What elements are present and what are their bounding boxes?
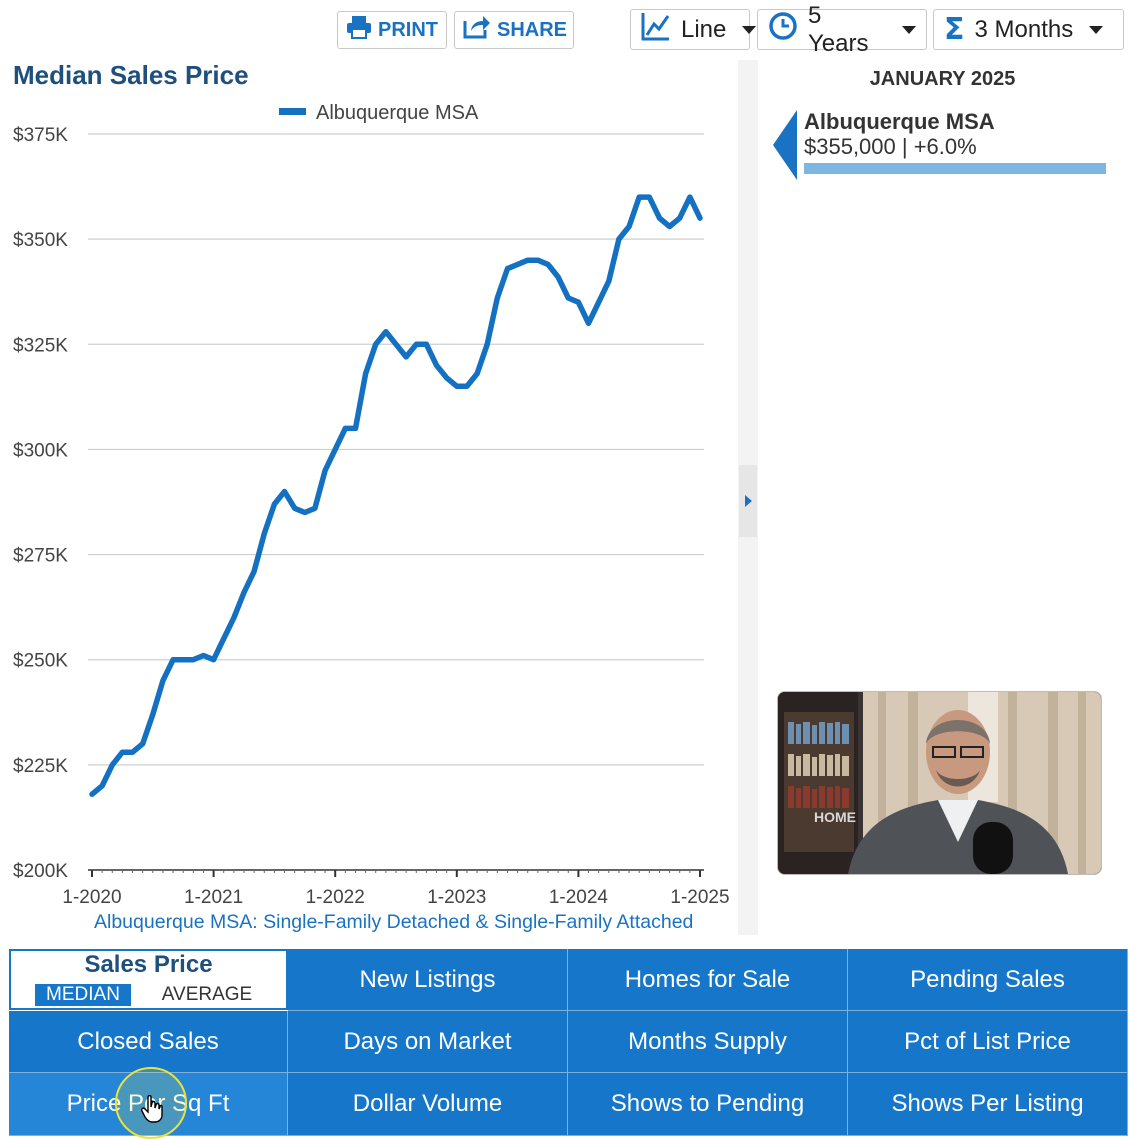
y-tick-label: $325K: [13, 335, 68, 356]
chart-type-value: Line: [681, 15, 727, 43]
metric-months-supply[interactable]: Months Supply: [568, 1011, 848, 1073]
y-tick-label: $375K: [13, 125, 68, 146]
presenter-video-frame: HOME: [778, 692, 1101, 874]
median-sales-price-chart: $200K $225K $250K $275K $300K $325K $350K $375K…: [13, 102, 730, 933]
metric-days-on-market[interactable]: Days on Market: [288, 1011, 568, 1073]
series-line-albuquerque-msa: [89, 194, 703, 798]
metric-shows-to-pending[interactable]: Shows to Pending: [568, 1073, 848, 1136]
time-range-select[interactable]: 5 Years: [757, 2, 927, 57]
x-tick-label: 1-2020: [62, 887, 121, 908]
area-value-bar: [804, 163, 1106, 174]
rolling-average-select[interactable]: Σ 3 Months: [933, 9, 1124, 50]
y-tick-label: $225K: [13, 756, 68, 777]
webcam-video: HOME: [777, 691, 1102, 875]
hand-cursor-icon: [141, 1094, 163, 1128]
rolling-average-value: 3 Months: [974, 15, 1074, 43]
metric-pending-sales[interactable]: Pending Sales: [848, 949, 1128, 1011]
click-highlight-ring: [115, 1067, 187, 1139]
chevron-down-icon: [902, 25, 916, 34]
chevron-down-icon: [1089, 25, 1104, 34]
share-button[interactable]: SHARE: [454, 11, 574, 49]
x-tick-label: 1-2025: [670, 887, 729, 908]
metric-new-listings[interactable]: New Listings: [288, 949, 568, 1011]
y-tick-label: $250K: [13, 651, 68, 672]
panel-toggle-button[interactable]: [739, 465, 757, 537]
metric-closed-sales[interactable]: Closed Sales: [9, 1011, 288, 1073]
chart-footnote: Albuquerque MSA: Single-Family Detached …: [94, 911, 693, 933]
x-tick-label: 1-2022: [306, 887, 365, 908]
share-label: SHARE: [497, 18, 568, 41]
sigma-icon: Σ: [944, 12, 965, 47]
area-value: $355,000 | +6.0%: [804, 134, 977, 159]
y-tick-label: $200K: [13, 861, 68, 882]
printer-icon: [346, 15, 372, 45]
average-toggle[interactable]: AVERAGE: [161, 984, 253, 1005]
median-toggle[interactable]: MEDIAN: [35, 984, 131, 1006]
pointer-arrow-icon: [773, 110, 797, 180]
legend-label: Albuquerque MSA: [316, 102, 479, 124]
y-tick-label: $300K: [13, 440, 68, 461]
metric-sales-price-title: Sales Price: [84, 951, 213, 978]
print-label: PRINT: [378, 18, 438, 41]
chart-title: Median Sales Price: [13, 60, 249, 90]
share-icon: [463, 15, 491, 45]
x-tick-label: 1-2021: [184, 887, 243, 908]
clock-icon: [768, 11, 798, 48]
metric-sales-price[interactable]: Sales Price MEDIAN AVERAGE: [9, 949, 288, 1010]
caret-right-icon: [745, 495, 752, 507]
metric-homes-for-sale[interactable]: Homes for Sale: [568, 949, 848, 1011]
chevron-down-icon: [742, 25, 757, 34]
line-chart-icon: [641, 11, 671, 48]
y-tick-label: $350K: [13, 230, 68, 251]
chart-type-select[interactable]: Line: [630, 9, 757, 50]
y-tick-label: $275K: [13, 546, 68, 567]
print-button[interactable]: PRINT: [337, 11, 447, 49]
area-name: Albuquerque MSA: [804, 109, 995, 134]
legend-swatch: [279, 108, 306, 115]
time-range-value: 5 Years: [808, 1, 869, 57]
x-tick-label: 1-2023: [427, 887, 486, 908]
x-tick-label: 1-2024: [549, 887, 609, 908]
metric-shows-per-listing[interactable]: Shows Per Listing: [848, 1073, 1128, 1136]
selected-month-label: JANUARY 2025: [869, 68, 1016, 90]
webcam-sign-text: HOME: [814, 809, 856, 825]
metric-dollar-volume[interactable]: Dollar Volume: [288, 1073, 568, 1136]
metric-pct-of-list-price[interactable]: Pct of List Price: [848, 1011, 1128, 1073]
